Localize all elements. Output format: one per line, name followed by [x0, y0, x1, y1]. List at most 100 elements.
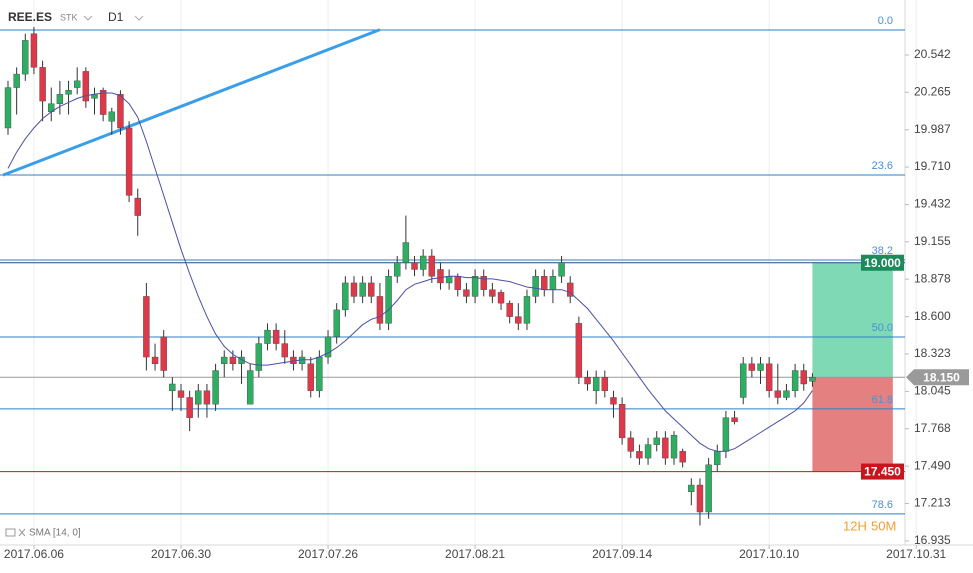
timeframe[interactable]: D1	[108, 10, 124, 24]
candle-body	[618, 404, 626, 439]
symbol[interactable]: REE.ES	[8, 10, 52, 24]
candle-body	[316, 356, 323, 391]
candle-body	[73, 80, 81, 88]
candle-body	[515, 316, 522, 324]
candle-body	[437, 269, 444, 284]
y-tick-label: 19.987	[914, 122, 951, 136]
candle-body	[610, 397, 617, 405]
y-tick-label: 19.432	[914, 197, 951, 211]
dropdown-arrow[interactable]	[83, 15, 93, 21]
candle-body	[480, 276, 487, 290]
overlay: REE.ES STK D1 SMA [14, 0] 12H 50M	[5, 10, 896, 539]
candle-body	[82, 71, 90, 102]
candle-body	[428, 255, 436, 277]
candle-body	[445, 276, 453, 284]
candle-body	[22, 40, 29, 75]
candle-body	[394, 262, 401, 277]
candle-body	[662, 437, 669, 459]
candle-body	[575, 323, 583, 378]
candle-body	[463, 289, 470, 297]
dropdown-arrow[interactable]	[134, 15, 144, 21]
countdown-hours: 12H	[843, 518, 867, 533]
candle-body	[264, 329, 271, 344]
candle-body	[592, 377, 600, 391]
candle-body	[748, 363, 756, 371]
candle-body	[809, 377, 816, 382]
candle-body	[644, 444, 652, 459]
price-tag: 18.150	[923, 370, 960, 384]
y-tick-label: 19.155	[914, 234, 951, 248]
y-tick-label: 17.768	[914, 421, 951, 435]
candle-body	[774, 390, 782, 398]
y-tick-label: 17.490	[914, 458, 951, 472]
candle-body	[411, 262, 418, 270]
fib-label: 78.6	[872, 499, 893, 511]
candle-body	[342, 282, 349, 311]
candle-body	[160, 336, 167, 371]
candle-body	[281, 343, 288, 358]
y-tick-label: 18.878	[914, 271, 951, 285]
candle-body	[177, 390, 185, 398]
candle-body	[705, 464, 712, 513]
candle-body	[4, 87, 12, 129]
candle-body	[13, 73, 20, 88]
y-tick-label: 16.935	[914, 533, 951, 547]
candle-body	[143, 296, 150, 358]
candle-body	[541, 276, 548, 290]
candle-body	[489, 289, 496, 297]
candle-body	[324, 336, 332, 358]
indicator-label: SMA [14, 0]	[29, 528, 81, 539]
candle-body	[39, 67, 46, 102]
candle-body	[56, 94, 64, 104]
candle-body	[757, 363, 764, 371]
y-tick-label: 20.542	[914, 47, 951, 61]
candle-body	[653, 437, 660, 445]
x-tick-label: 2017.09.14	[592, 547, 652, 561]
y-tick-label: 18.600	[914, 309, 951, 323]
candle-body	[117, 94, 124, 129]
candle-body	[688, 484, 695, 492]
y-tick-label: 17.213	[914, 496, 951, 510]
x-tick-label: 2017.10.10	[739, 547, 799, 561]
candle-body	[255, 343, 263, 371]
candle-body	[714, 451, 721, 466]
x-tick-label: 2017.06.06	[4, 547, 64, 561]
candle-body	[765, 363, 773, 391]
candle-body	[221, 356, 228, 364]
candle-body	[359, 282, 366, 297]
candle-body	[584, 377, 591, 385]
indicator-icon[interactable]	[5, 528, 16, 537]
x-tick-label: 2017.10.31	[886, 547, 946, 561]
trendline	[2, 28, 381, 177]
candle-body	[402, 242, 410, 263]
candle-body	[670, 434, 678, 459]
candle-body	[30, 33, 38, 68]
loss-zone	[812, 377, 893, 472]
candle-body	[376, 296, 384, 324]
target-tag: 19.000	[864, 256, 901, 270]
y-tick-label: 19.710	[914, 159, 951, 173]
candle-body	[506, 302, 513, 317]
candle-body	[627, 437, 634, 452]
candle-body	[307, 363, 314, 391]
y-tick-label: 18.045	[914, 384, 951, 398]
candle-body	[791, 370, 799, 391]
fib-label: 38.2	[872, 245, 893, 257]
candle-body	[601, 377, 609, 391]
candle-body	[740, 363, 747, 398]
indicator-remove[interactable]	[18, 528, 26, 537]
candle-body	[212, 370, 219, 405]
candle-body	[125, 127, 133, 196]
fib-label: 23.6	[872, 160, 893, 172]
candle-body	[731, 417, 738, 422]
candle-body	[696, 484, 704, 513]
candle-body	[549, 276, 557, 290]
candle-body	[195, 390, 202, 405]
candle-body	[169, 383, 176, 391]
candle-body	[203, 390, 211, 405]
fib-label: 50.0	[872, 322, 893, 334]
candle-body	[333, 309, 340, 338]
candle-body	[532, 276, 539, 297]
candle-body	[800, 370, 807, 385]
